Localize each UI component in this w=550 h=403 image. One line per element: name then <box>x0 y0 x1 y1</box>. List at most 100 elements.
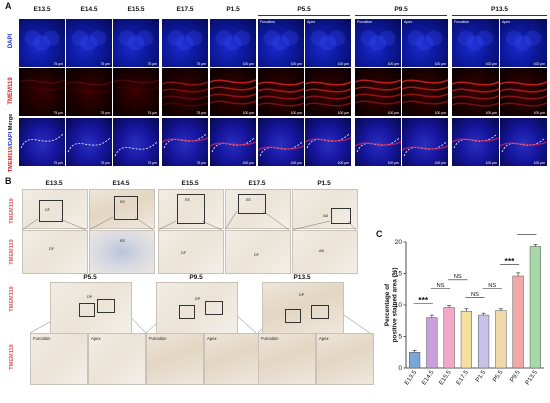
a-sub-label-furcation: Furcation <box>357 20 372 24</box>
panel-a-letter: A <box>5 1 12 11</box>
x-tick-label-p5-5: P5.5 <box>491 369 504 384</box>
a-tile-tmem119-e17-5: 75 μm <box>162 68 208 116</box>
a-scale-bar: 100 μm <box>242 62 254 66</box>
a-scale-bar: 100 μm <box>485 111 497 115</box>
a-tile-tmem119-e13-5: 75 μm <box>19 68 65 116</box>
y-tick-label: 15 <box>395 271 403 278</box>
b-p13-5-furcation-label: Furcation <box>261 336 279 341</box>
a-tile-dapi-p5-5-apex: Apex 100 μm <box>305 19 351 67</box>
a-tile-tmem119-e15-5: 75 μm <box>113 68 159 116</box>
b-top-label-e17-5: E17.5 <box>248 180 266 187</box>
a-tile-tmem119-e14-5: 75 μm <box>66 68 112 116</box>
a-scale-bar: 100 μm <box>434 62 446 66</box>
bar-e15-5 <box>443 307 455 369</box>
b-p13-5-mag-box-1 <box>285 309 301 323</box>
y-axis-label-line-1: Percentage of <box>384 283 391 326</box>
b-label-p5-5: P5.5 <box>83 274 97 281</box>
x-tick-label-p13-5: P13.5 <box>524 369 539 387</box>
a-scale-bar: 100 μm <box>242 111 254 115</box>
panel-b-ihc-grid: E13.5 E14.5 E15.5 E17.5 P1.5 TMEM119 TMEM119… <box>0 176 374 403</box>
b-p5-5-overview: DP <box>50 282 132 334</box>
b-p9-5-mag-box-2 <box>205 301 223 315</box>
bar-p5-5 <box>495 310 507 369</box>
b-p5-5-furcation-label: Furcation <box>33 336 51 341</box>
b-e14-5-overview: EE <box>89 189 155 229</box>
b-p9-5-furcation-label: Furcation <box>149 336 167 341</box>
a-scale-bar: 75 μm <box>53 62 64 66</box>
panel-a-fluorescence-grid: E13.5 E14.5 E15.5 E17.5 P1.5 P5.5 P9.5 P13.5 DA… <box>0 0 550 175</box>
a-scale-bar: 100 μm <box>337 111 349 115</box>
a-tile-merge-p13-5-apex: 100 μm <box>500 118 547 166</box>
a-scale-bar: 100 μm <box>434 161 446 165</box>
a-col-label-e15-5: E15.5 <box>127 6 145 13</box>
a-col-label-e17-5: E17.5 <box>176 6 194 13</box>
a-tile-merge-p5-5-furcation: 100 μm <box>258 118 304 166</box>
a-scale-bar: 100 μm <box>290 161 302 165</box>
b-top-label-p1-5: P1.5 <box>317 180 331 187</box>
panel-c-bar-chart: 0 5 10 15 20 Percentage ofpositive stained ar… <box>384 232 544 387</box>
a-scale-bar: 100 μm <box>387 62 399 66</box>
a-tile-dapi-e13-5: 75 μm <box>19 19 65 67</box>
b-p13-5-mag-box-2 <box>311 305 329 319</box>
a-scale-bar: 75 μm <box>100 111 111 115</box>
a-scale-bar: 75 μm <box>196 111 207 115</box>
b-p13-5-apex: Apex <box>316 333 374 385</box>
bracket-p13-5 <box>452 15 547 16</box>
a-scale-bar: 75 μm <box>196 161 207 165</box>
significance-label: *** <box>418 295 429 305</box>
y-tick-label: 5 <box>398 334 402 341</box>
x-tick-label-e13-5: E13.5 <box>403 369 418 387</box>
a-tile-tmem119-p9-5-apex: 100 μm <box>402 68 448 116</box>
significance-label: NS <box>436 283 444 289</box>
b-e14-5-zoom-ee: EE <box>120 239 126 243</box>
bar-p1-5 <box>478 314 490 369</box>
bar-p13-5 <box>529 246 541 369</box>
a-scale-bar: 75 μm <box>147 62 158 66</box>
b-e13-5-zoom: DF <box>22 230 88 274</box>
panel-b-letter: B <box>5 176 12 186</box>
a-sub-label-apex: Apex <box>502 20 511 24</box>
significance-label: *** <box>522 232 533 236</box>
a-scale-bar: 100 μm <box>337 161 349 165</box>
b-p9-5-apex-label: Apex <box>207 336 217 341</box>
b-e15-5-overview: EE <box>158 189 224 229</box>
b-p5-5-apex-label: Apex <box>91 336 101 341</box>
row-label-dapi: DAPI <box>8 33 14 49</box>
a-tile-tmem119-p13-5-apex: 100 μm <box>500 68 547 116</box>
a-scale-bar: 100 μm <box>337 62 349 66</box>
a-tile-dapi-e15-5: 75 μm <box>113 19 159 67</box>
a-col-label-e13-5: E13.5 <box>33 6 51 13</box>
b-e15-5-ee: EE <box>185 198 191 202</box>
a-col-label-p9-5: P9.5 <box>394 6 408 13</box>
a-tile-dapi-p13-5-apex: Apex 100 μm <box>500 19 547 67</box>
significance-label: *** <box>505 256 516 266</box>
a-scale-bar: 100 μm <box>533 161 545 165</box>
a-scale-bar: 75 μm <box>53 111 64 115</box>
b-p9-5-mag-box-1 <box>179 305 195 319</box>
y-tick-label: 10 <box>395 302 403 309</box>
bracket-p9-5 <box>355 15 447 16</box>
bar-e13-5 <box>409 352 421 369</box>
b-top-label-e13-5: E13.5 <box>45 180 63 187</box>
panel-c-letter: C <box>376 229 383 239</box>
a-scale-bar: 75 μm <box>147 111 158 115</box>
b-p1-5-zoom-ab: AB <box>319 249 325 253</box>
x-tick-label-p1-5: P1.5 <box>474 369 487 384</box>
a-tile-merge-p9-5-furcation: 100 μm <box>355 118 401 166</box>
a-scale-bar: 100 μm <box>533 62 545 66</box>
a-tile-tmem119-p9-5-furcation: 100 μm <box>355 68 401 116</box>
a-scale-bar: 75 μm <box>147 161 158 165</box>
a-col-label-p13-5: P13.5 <box>491 6 508 13</box>
a-tile-merge-e13-5: 75 μm <box>19 118 65 166</box>
b-e15-5-zoom: DF <box>158 230 224 274</box>
a-sub-label-furcation: Furcation <box>260 20 275 24</box>
a-scale-bar: 75 μm <box>100 62 111 66</box>
a-sub-label-apex: Apex <box>307 20 316 24</box>
significance-label: NS <box>471 292 479 298</box>
a-tile-dapi-p5-5-furcation: Furcation 100 μm <box>258 19 304 67</box>
significance-label: NS <box>488 283 496 289</box>
a-tile-dapi-p9-5-furcation: Furcation 100 μm <box>355 19 401 67</box>
x-tick-label-p9-5: P9.5 <box>509 369 522 384</box>
a-tile-dapi-e14-5: 75 μm <box>66 19 112 67</box>
a-scale-bar: 100 μm <box>485 161 497 165</box>
